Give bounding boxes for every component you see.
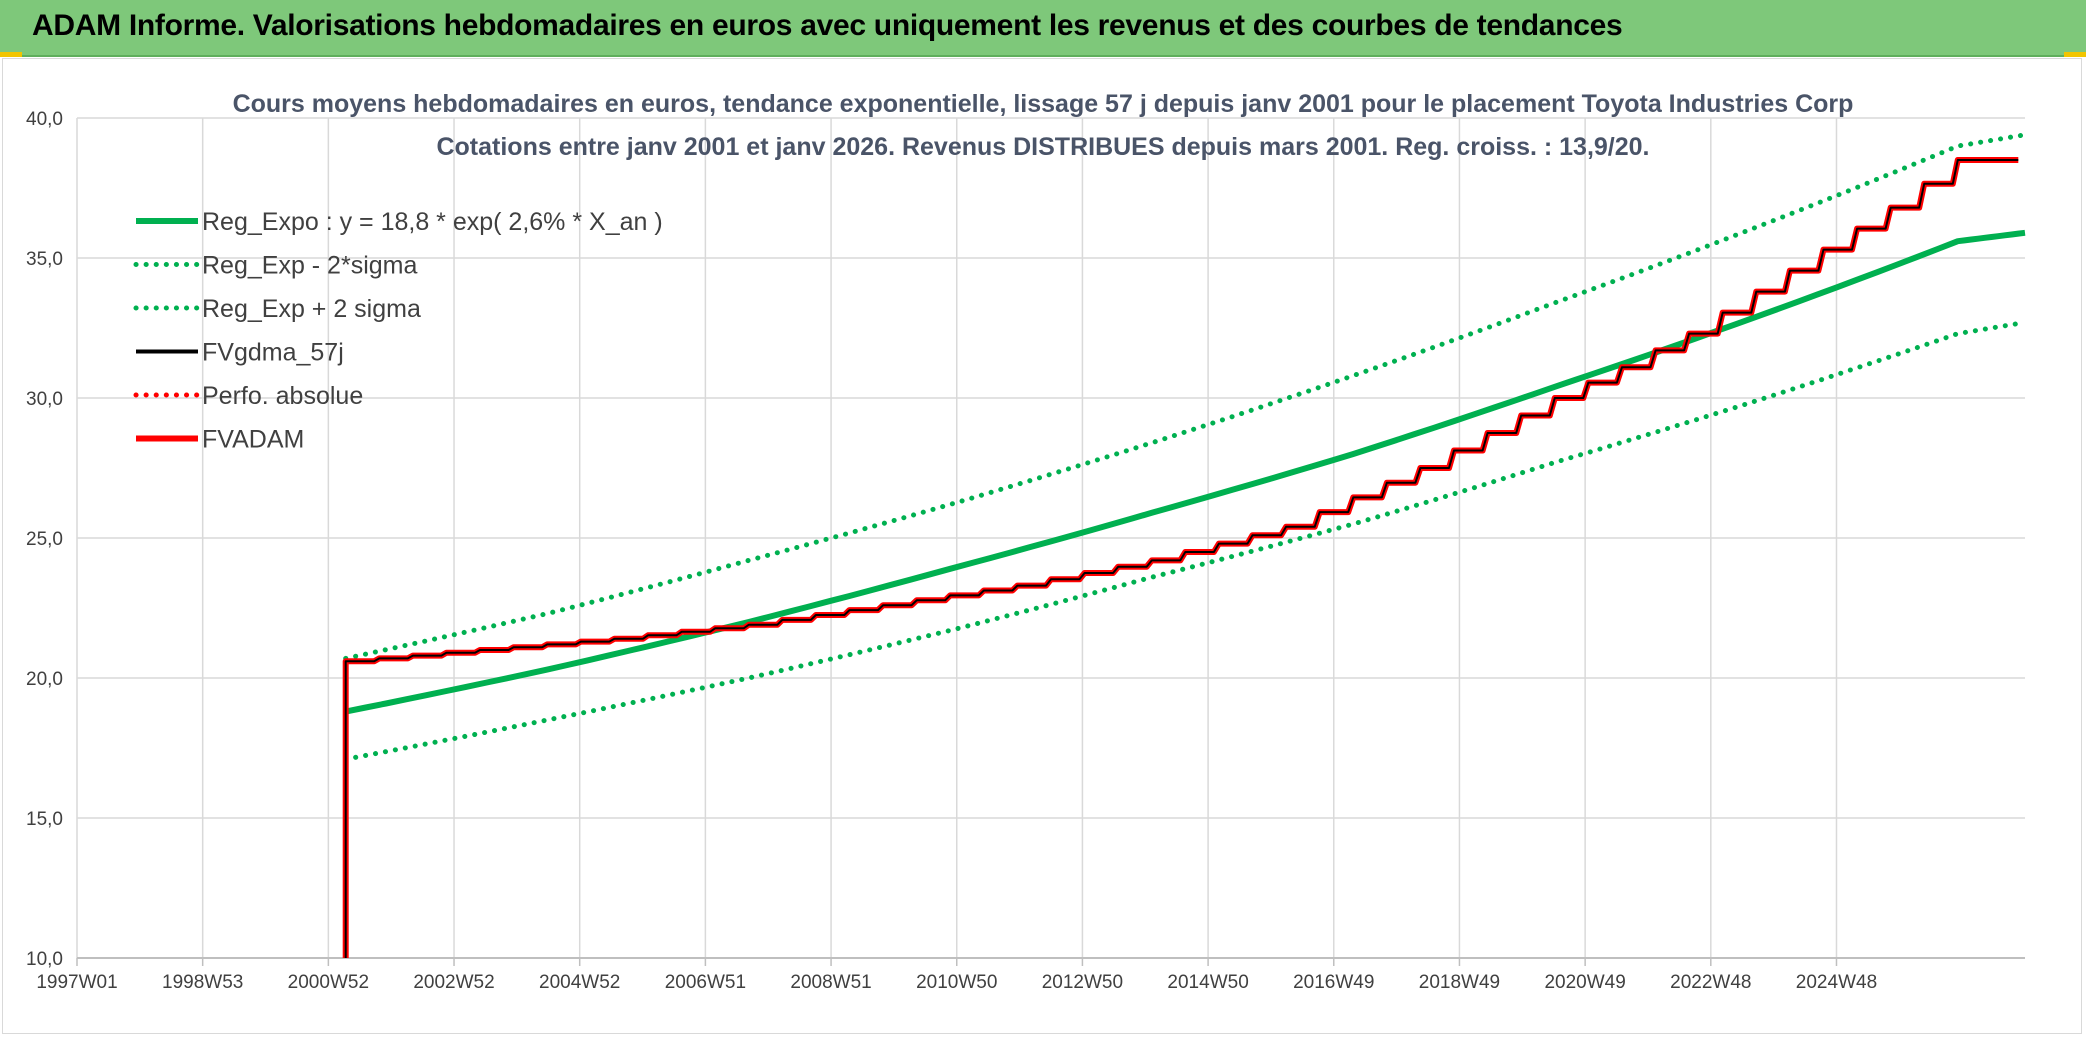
legend-label: Reg_Expo : y = 18,8 * exp( 2,6% * X_an ) [202,208,663,236]
corner-marker-right [2064,52,2086,57]
x-tick-label: 2004W52 [539,972,620,993]
legend-label: Reg_Exp - 2*sigma [202,252,417,280]
chart-subtitle: Cotations entre janv 2001 et janv 2026. … [436,133,1649,161]
x-tick-label: 2010W50 [916,972,997,993]
series-line-fvgdma [344,159,2019,958]
x-tick-label: 2016W49 [1293,972,1374,993]
x-tick-label: 2000W52 [288,972,369,993]
grid-layer [76,117,2025,959]
header-banner: ADAM Informe. Valorisations hebdomadaire… [0,0,2086,57]
series-line-reg-minus [343,319,2028,762]
chart-title: Cours moyens hebdomadaires en euros, ten… [233,90,1854,118]
corner-marker-left [0,52,22,57]
x-tick-label: 2022W48 [1670,972,1751,993]
y-tick-label: 40,0 [26,109,63,130]
x-tick-label: 2020W49 [1544,972,1625,993]
x-tick-label: 2018W49 [1419,972,1500,993]
x-tick-label: 2014W50 [1167,972,1248,993]
y-tick-label: 10,0 [26,949,63,970]
y-tick-label: 35,0 [26,249,63,270]
x-tick-label: 2008W51 [790,972,871,993]
x-tick-label: 2006W51 [665,972,746,993]
legend-label: Reg_Exp + 2 sigma [202,295,421,323]
x-tick-label: 2024W48 [1796,972,1877,993]
legend-label: FVgdma_57j [202,339,344,367]
chart-frame [2,58,2082,1034]
legend-item-reg-plus: Reg_Exp + 2 sigma [133,295,421,323]
banner-title: ADAM Informe. Valorisations hebdomadaire… [32,9,1623,42]
x-tick-label: 2002W52 [413,972,494,993]
series-line-reg-plus [343,132,2028,661]
legend-label: Perfo. absolue [202,382,363,410]
x-tick-label: 1997W01 [36,972,117,993]
series-line-reg-expo [345,229,2026,715]
y-tick-label: 30,0 [26,389,63,410]
legend-item-fvadam: FVADAM [136,426,304,454]
legend-item-perfo: Perfo. absolue [133,382,363,410]
legend-item-reg-minus: Reg_Exp - 2*sigma [133,252,417,280]
x-tick-label: 2012W50 [1042,972,1123,993]
y-tick-label: 15,0 [26,809,63,830]
x-tick-label: 1998W53 [162,972,243,993]
y-tick-label: 20,0 [26,669,63,690]
y-tick-label: 25,0 [26,529,63,550]
series-layer [342,132,2028,958]
legend: Reg_Expo : y = 18,8 * exp( 2,6% * X_an )… [133,208,663,454]
legend-item-reg-expo: Reg_Expo : y = 18,8 * exp( 2,6% * X_an ) [136,208,663,236]
axis-layer: 10,0 15,0 20,0 25,0 30,0 35,0 40,0 1997W01 1998W… [26,109,2025,993]
legend-label: FVADAM [202,426,304,454]
legend-item-fvgdma: FVgdma_57j [136,339,344,367]
